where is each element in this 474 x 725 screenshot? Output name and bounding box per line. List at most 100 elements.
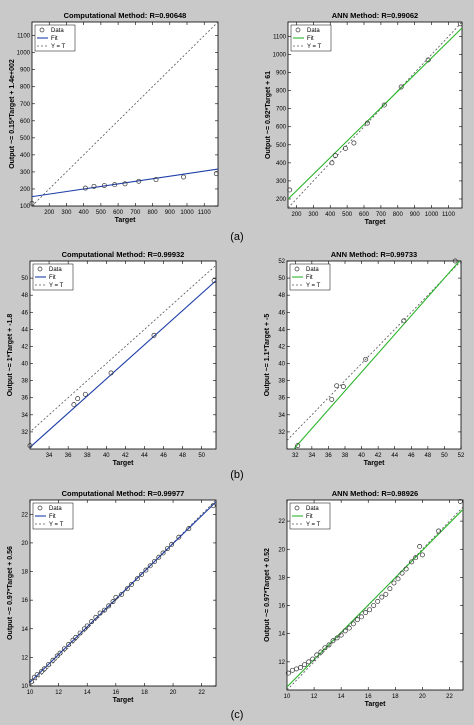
y-tick-label: 48 [278,293,285,299]
x-tick-label: 18 [141,690,148,696]
x-tick-label: 14 [338,694,345,700]
plot-1: 200 300 400 500 600 700 800 900 1000 1100 100 200 30… [9,11,218,224]
x-axis-label: Target [364,460,386,467]
x-tick-label: 34 [46,453,53,459]
y-tick-label: 22 [278,519,285,525]
legend-label: Y = T [49,283,64,289]
y-tick-label: 700 [20,102,31,108]
y-tick-label: 1100 [273,34,287,40]
x-tick-label: 700 [130,210,141,216]
legend-label: Data [51,28,64,34]
y-axis-label: Output ~= 0.92*Target + 61 [265,71,272,159]
y-tick-label: 38 [278,379,285,385]
x-tick-label: 38 [84,453,91,459]
y-tick-label: 16 [21,598,28,604]
legend-label: Fit [306,275,313,281]
x-tick-label: 18 [392,694,399,700]
y-tick-label: 600 [20,119,31,125]
y-tick-label: 700 [276,107,287,113]
caption-c: (c) [231,709,244,721]
plot-3: 34 36 38 40 42 44 46 48 50 32 34 36 38 40 42 44 46 48 50 Da… [7,250,221,467]
x-tick-label: 500 [96,210,107,216]
legend: Data Fit Y = T [290,503,330,529]
x-tick-label: 46 [160,453,167,459]
x-tick-label: 800 [148,210,159,216]
plot-title: Computational Method: R=0.99932 [62,250,185,259]
x-tick-label: 48 [179,453,186,459]
y-tick-label: 16 [278,604,285,610]
y-tick-label: 12 [21,655,28,661]
x-tick-label: 20 [170,690,177,696]
y-tick-label: 44 [278,327,285,333]
y-tick-label: 38 [21,379,28,385]
x-tick-label: 300 [61,210,72,216]
x-tick-label: 16 [365,694,372,700]
legend: Data Fit Y = T [290,264,330,290]
y-tick-label: 46 [278,310,285,316]
x-tick-label: 12 [55,690,62,696]
plot-title: ANN Method: R=0.99062 [332,11,418,20]
x-tick-label: 400 [325,212,336,218]
y-tick-label: 14 [21,627,28,633]
y-tick-label: 20 [21,541,28,547]
plot-5: 10 12 14 16 18 20 2210121416182022DataFitY = T… [7,489,216,704]
y-tick-label: 10 [21,684,28,690]
legend-label: Y = T [306,283,321,289]
y-axis-label: Output ~= 0.97*Target + 0.56 [7,546,14,640]
legend: Data Fit Y = T [33,503,73,529]
x-tick-label: 44 [391,453,398,459]
x-tick-label: 48 [425,453,432,459]
x-tick-label: 34 [309,453,316,459]
x-tick-label: 300 [308,212,319,218]
x-tick-label: 38 [342,453,349,459]
legend-label: Y = T [307,44,322,50]
x-axis-label: Target [365,701,387,708]
x-tick-label: 10 [27,690,34,696]
y-tick-label: 800 [20,85,31,91]
legend-label: Data [306,267,319,273]
plot-2: 200 300 400 500 600 700 800 900 1000 110020030040… [265,11,462,226]
y-tick-label: 500 [20,136,31,142]
x-tick-label: 500 [342,212,353,218]
x-tick-label: 42 [122,453,129,459]
y-tick-label: 400 [276,161,287,167]
y-tick-label: 18 [278,575,285,581]
x-tick-label: 900 [410,212,421,218]
x-tick-label: 36 [325,453,332,459]
x-tick-label: 1000 [180,210,194,216]
y-tick-label: 42 [278,344,285,350]
legend: Data Fit Y = T [35,25,75,51]
x-tick-label: 200 [291,212,302,218]
y-tick-label: 1000 [273,53,287,59]
y-tick-label: 12 [278,660,285,666]
y-axis-label: Output ~= 1*Target + -1.8 [7,314,14,397]
y-axis-label: Output ~= 1.1*Target + -5 [264,314,271,397]
x-tick-label: 32 [292,453,299,459]
y-tick-label: 400 [20,153,31,159]
y-tick-label: 600 [276,125,287,131]
x-tick-label: 44 [141,453,148,459]
y-tick-label: 22 [21,512,28,518]
y-axis-label: Output ~= 0.97*Target + 0.52 [264,548,271,642]
legend-label: Fit [49,514,56,520]
y-tick-label: 200 [20,187,31,193]
x-tick-label: 40 [358,453,365,459]
x-tick-label: 600 [113,210,124,216]
plot-4: 32 34 36 38 40 42 44 46 48 50 52323436384042444648… [264,250,465,467]
x-tick-label: 600 [359,212,370,218]
x-tick-label: 1000 [425,212,439,218]
plot-title: Computational Method: R=0.99977 [62,489,185,498]
x-axis-label: Target [113,460,135,467]
legend-label: Data [307,28,320,34]
y-tick-label: 1100 [17,34,31,40]
y-tick-label: 34 [21,413,28,419]
x-tick-label: 12 [311,694,318,700]
y-tick-label: 34 [278,413,285,419]
x-tick-label: 16 [113,690,120,696]
y-tick-label: 50 [278,276,285,282]
caption-a: (a) [230,231,243,243]
y-tick-label: 40 [278,362,285,368]
legend-label: Fit [51,36,58,42]
y-tick-label: 46 [21,310,28,316]
